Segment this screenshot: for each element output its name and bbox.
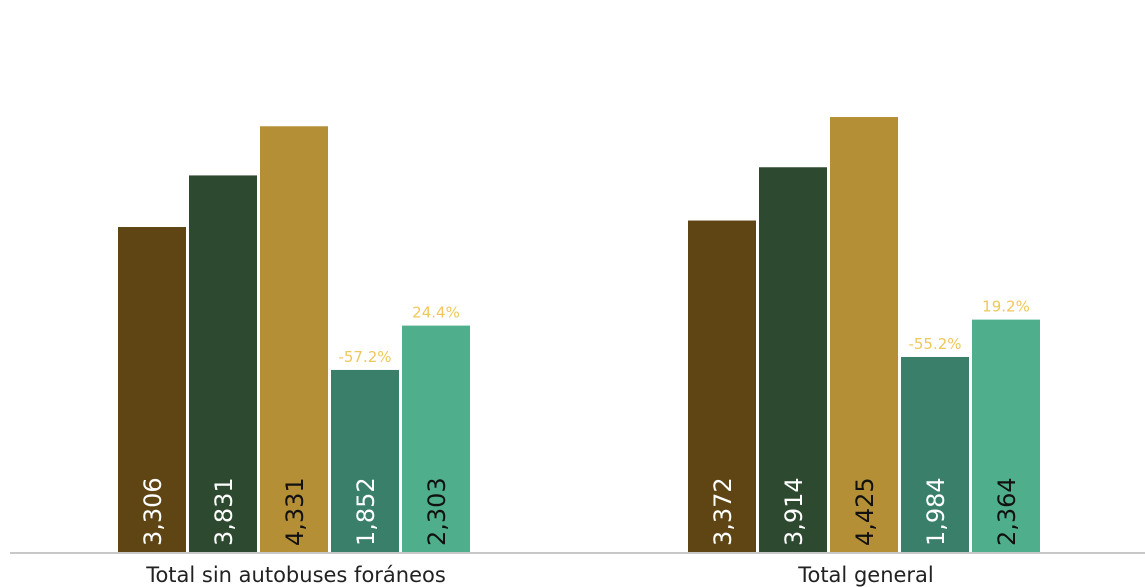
bar-value-label: 2,303: [423, 477, 451, 546]
bar-change-annotation: -57.2%: [338, 348, 391, 366]
bar-value-label: 3,306: [139, 477, 167, 546]
bar-value-label: 4,331: [281, 477, 309, 546]
bar-value-label: 3,372: [709, 477, 737, 546]
bar-value-label: 3,914: [780, 477, 808, 546]
bar: [118, 227, 186, 552]
bar-value-label: 1,852: [352, 477, 380, 546]
category-label: Total sin autobuses foráneos: [145, 563, 446, 587]
bar: [972, 319, 1040, 552]
bar-value-label: 4,425: [851, 477, 879, 546]
bar: [189, 175, 257, 552]
bar: [688, 220, 756, 552]
bar: [331, 369, 399, 552]
bar: [402, 325, 470, 552]
bar-change-annotation: 24.4%: [412, 304, 460, 322]
bar: [830, 117, 898, 553]
bar-value-label: 2,364: [993, 477, 1021, 546]
bar: [901, 356, 969, 552]
bar: [759, 167, 827, 553]
bar-value-label: 3,831: [210, 477, 238, 546]
bar-value-label: 1,984: [922, 477, 950, 546]
bar-change-annotation: -55.2%: [908, 335, 961, 353]
bar-change-annotation: 19.2%: [982, 298, 1030, 316]
bar: [260, 126, 328, 553]
category-label: Total general: [797, 563, 934, 587]
